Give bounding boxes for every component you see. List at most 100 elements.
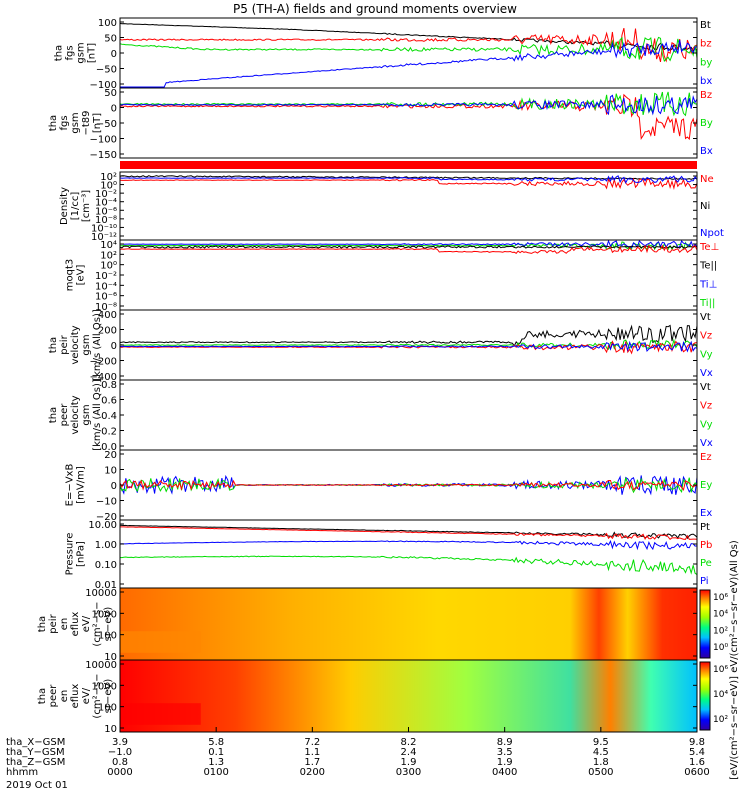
legend-entry: Bz <box>700 90 712 101</box>
x-tick-label: 5.4 <box>689 747 705 758</box>
spectrogram-electron <box>120 660 697 732</box>
y-axis-label: tha peir en eflux eV/(cm²−s− sr−eV) <box>37 601 114 646</box>
y-tick-label: 10000 <box>85 660 117 671</box>
y-axis-label-line: velocity <box>70 325 81 364</box>
y-tick-label: 10⁻⁸ <box>95 302 117 313</box>
series-line-3 <box>119 340 698 355</box>
legend-entry: Ti⊥ <box>699 279 717 290</box>
y-axis-label-line: [nT] <box>92 113 103 133</box>
colorbar-tick-label: 10⁴ <box>713 690 728 700</box>
y-axis-label-line: peer <box>48 684 59 708</box>
y-axis-label-line: [cm⁻³] <box>81 190 92 222</box>
y-axis-label-line: peer <box>59 403 70 427</box>
colorbar <box>699 589 711 659</box>
legend-entry: Pe <box>700 558 712 569</box>
y-axis-label-line: eV/ <box>81 687 92 704</box>
series-line-3 <box>119 175 698 184</box>
y-tick-label: 10⁻² <box>95 271 117 282</box>
y-axis-label-line: (cm²−s− <box>92 673 103 718</box>
y-axis-label: Pressure [nPa] <box>65 533 87 576</box>
y-tick-label: −400 <box>90 372 117 383</box>
y-axis-label-line: fgs <box>59 115 70 130</box>
y-tick-label: 10⁰ <box>100 181 117 192</box>
y-tick-label: 0 <box>111 481 117 492</box>
legend-entry: Vz <box>700 401 712 412</box>
y-tick-label: −100 <box>90 80 117 91</box>
y-axis-label-line: tha <box>37 688 48 704</box>
y-tick-label: 50 <box>104 88 117 99</box>
panel-8: 10.00 1.00 0.10 0.01 Pressure [nPa] Pt Pb Pe Pi <box>65 519 712 591</box>
y-tick-label: 10⁻² <box>95 189 117 200</box>
y-axis-label-line: en <box>59 690 70 703</box>
x-tick-label: 9.8 <box>689 737 705 748</box>
x-tick-label: 0400 <box>492 767 517 778</box>
x-tick-label: 0.8 <box>112 757 128 768</box>
series-line-2 <box>120 526 698 541</box>
series-line-3 <box>119 479 697 491</box>
legend-entry: Ex <box>700 508 712 519</box>
legend-entry: by <box>700 57 712 68</box>
y-axis-label: tha peir velocity gsm [km/s (All Qs)] <box>48 309 103 381</box>
legend-entry: bx <box>700 76 712 87</box>
y-axis-label-line: sr−eV) <box>103 679 114 714</box>
series-line-2 <box>119 177 698 190</box>
y-tick-label: 10⁻¹⁰ <box>91 223 117 234</box>
y-tick-label: 0.01 <box>95 580 117 591</box>
y-axis-label: tha peer velocity gsm [km/s (All Qs)] <box>48 379 103 451</box>
x-tick-label: 1.1 <box>304 747 320 758</box>
colorbar-tick-label: 10⁶ <box>713 593 728 603</box>
y-tick-label: −50 <box>96 119 117 130</box>
series-line-1 <box>119 324 698 347</box>
colorbar-tick-label: 10² <box>713 715 728 725</box>
y-axis-label-line: [nT] <box>87 43 98 63</box>
legend-entry: Vx <box>700 368 713 379</box>
panel-10: 10000 1000 100 10 tha peer en eflux eV/(cm²−s− sr… <box>37 659 698 735</box>
y-tick-label: 10² <box>100 250 117 261</box>
flag-bar <box>120 161 697 169</box>
series-line-2 <box>119 27 698 63</box>
panel-9: 10000 1000 100 10 tha peir en eflux eV/(cm²−s− sr… <box>37 587 698 663</box>
y-axis-label-line: [mV/m] <box>76 466 87 504</box>
series-line-4 <box>119 340 698 353</box>
y-axis-label-line: [km/s (All Qs)] <box>92 379 103 451</box>
y-tick-label: 10⁻⁶ <box>95 206 117 217</box>
y-axis-label-line: Density <box>59 187 70 225</box>
y-tick-label: 100 <box>98 703 117 714</box>
y-tick-label: 50 <box>104 34 117 45</box>
legend-entry: Ez <box>700 452 712 463</box>
y-axis-label-line: gsm <box>81 404 92 425</box>
y-axis-label-line: peir <box>48 613 59 633</box>
y-tick-label: 0 <box>111 341 117 352</box>
x-tick-label: 5.8 <box>208 737 224 748</box>
y-tick-label: 1000 <box>92 609 117 620</box>
y-tick-label: 10 <box>104 724 117 735</box>
y-axis-label: E=−VxB [mV/m] <box>65 464 87 507</box>
series-line-3 <box>119 539 698 551</box>
x-tick-label: 1.7 <box>304 757 320 768</box>
y-tick-label: 10⁰ <box>100 261 117 272</box>
legend-entry: Vt <box>700 382 711 393</box>
colorbar-tick-label: 10⁰ <box>713 643 728 653</box>
date-label: 2019 Oct 01 <box>6 780 68 791</box>
legend-entry: By <box>700 118 713 129</box>
y-axis-label-line: sr−eV) <box>103 607 114 642</box>
x-tick-label: 1.6 <box>689 757 705 768</box>
y-tick-label: 10⁻⁶ <box>95 292 117 303</box>
x-tick-label: 3.5 <box>497 747 513 758</box>
y-axis-label-line: tha <box>37 616 48 632</box>
spectrogram-feature <box>120 631 201 653</box>
x-tick-label: 9.5 <box>593 737 609 748</box>
panel-frame <box>119 17 698 89</box>
y-tick-label: 100 <box>98 18 117 29</box>
y-axis-label-line: −t89 <box>81 110 92 135</box>
x-row-label: tha_Z−GSM <box>6 757 65 768</box>
legend-entry: Te|| <box>699 261 717 272</box>
chart-title: P5 (TH-A) fields and ground moments over… <box>233 2 517 16</box>
x-tick-label: 1.3 <box>208 757 224 768</box>
x-tick-label: 0500 <box>588 767 613 778</box>
y-axis-label-line: eflux <box>70 612 81 637</box>
x-tick-label: 4.5 <box>593 747 609 758</box>
y-tick-label: 10⁻⁴ <box>95 281 117 292</box>
y-tick-label: 400 <box>98 310 117 321</box>
